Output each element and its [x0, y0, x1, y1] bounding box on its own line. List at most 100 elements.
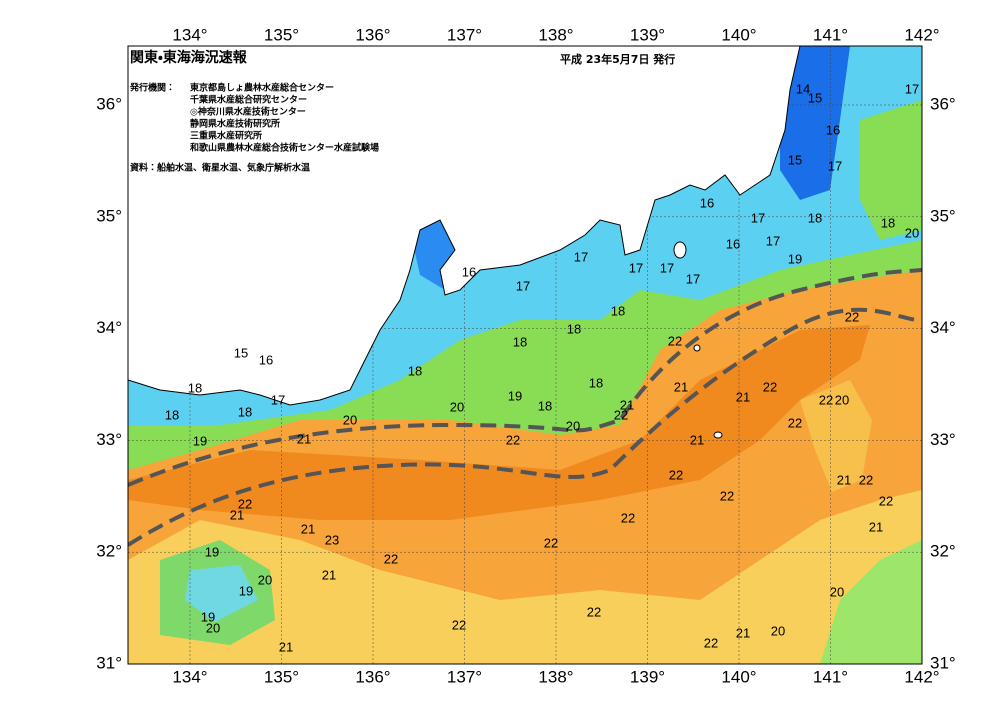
temperature-label: 21 [279, 639, 293, 654]
lat-label: 34° [96, 318, 122, 337]
temperature-label: 20 [566, 418, 580, 433]
temperature-label: 22 [859, 472, 873, 487]
island [693, 344, 701, 352]
temperature-label: 21 [674, 379, 688, 394]
temperature-label: 22 [238, 496, 252, 511]
temperature-label: 22 [544, 535, 558, 550]
eddy [800, 380, 872, 492]
temperature-label: 22 [587, 604, 601, 619]
temperature-label: 21 [297, 431, 311, 446]
temperature-label: 20 [830, 584, 844, 599]
temperature-label: 15 [788, 152, 802, 167]
temperature-label: 22 [452, 617, 466, 632]
issuer: 東京都島しょ農林水産総合センター [190, 82, 334, 94]
temperature-label: 18 [567, 321, 581, 336]
lat-label: 32° [96, 542, 122, 561]
temperature-label: 20 [343, 412, 357, 427]
current-axis [128, 268, 922, 487]
temperature-label: 17 [686, 271, 700, 286]
lon-label: 139° [630, 25, 665, 44]
lat-label: 36° [96, 94, 122, 113]
temperature-label: 20 [258, 572, 272, 587]
cold-eddy-core [185, 565, 258, 622]
lon-label: 137° [447, 25, 482, 44]
lon-label: 135° [264, 25, 299, 44]
lat-label: 32° [930, 542, 956, 561]
temperature-label: 20 [771, 623, 785, 638]
temperature-label: 21 [301, 521, 315, 536]
issuer: 和歌山県農林水産総合技術センター水産試験場 [189, 142, 379, 154]
temperature-label: 22 [614, 407, 628, 422]
temperature-label: 20 [835, 392, 849, 407]
lon-label: 136° [355, 667, 390, 686]
lon-label: 141° [813, 25, 848, 44]
lat-label: 35° [930, 206, 956, 225]
lon-label: 142° [904, 25, 939, 44]
temperature-label: 22 [788, 415, 802, 430]
temperature-label: 18 [165, 407, 179, 422]
lon-label: 142° [904, 667, 939, 686]
temperature-label: 22 [720, 488, 734, 503]
temperature-label: 17 [574, 249, 588, 264]
source: 資料：船舶水温、衛星水温、気象庁解析水温 [130, 162, 310, 174]
lat-label: 33° [96, 430, 122, 449]
warm-core [128, 325, 870, 520]
lon-label: 134° [172, 25, 207, 44]
temperature-label: 19 [193, 433, 207, 448]
temperature-label: 19 [239, 583, 253, 598]
map-area [128, 46, 922, 664]
temperature-label: 17 [905, 81, 919, 96]
date: 平成 23年5月7日 発行 [560, 52, 675, 66]
temperature-label: 17 [766, 233, 780, 248]
temperature-label: 19 [508, 388, 522, 403]
temperature-label: 14 [796, 81, 810, 96]
current-axis [128, 307, 922, 547]
issuer-label: 発行機関： [129, 82, 175, 94]
issuer: 千葉県水産総合研究センター [190, 94, 307, 106]
lat-label: 35° [96, 206, 122, 225]
temperature-label: 18 [881, 215, 895, 230]
temperature-label: 16 [259, 352, 273, 367]
temperature-label: 21 [869, 519, 883, 534]
temperature-label: 18 [611, 303, 625, 318]
temperature-label: 18 [238, 404, 252, 419]
temperature-label: 17 [751, 210, 765, 225]
lon-label: 138° [538, 667, 573, 686]
temperature-label: 22 [621, 510, 635, 525]
lon-label: 141° [813, 667, 848, 686]
frame [127, 45, 923, 665]
temperature-label: 21 [690, 432, 704, 447]
lon-label: 135° [264, 667, 299, 686]
temperature-label: 21 [230, 507, 244, 522]
temperature-label: 23 [325, 532, 339, 547]
temperature-label: 22 [879, 493, 893, 508]
temperature-label: 18 [408, 363, 422, 378]
temperature-label: 21 [736, 389, 750, 404]
temperature-label: 22 [668, 333, 682, 348]
lat-label: 33° [930, 430, 956, 449]
temperature-label: 17 [828, 158, 842, 173]
temperature-label: 15 [234, 345, 248, 360]
temperature-label: 19 [201, 609, 215, 624]
temperature-label: 21 [736, 625, 750, 640]
warm-zone [128, 490, 922, 664]
title: 関東・東海海況速報 [130, 49, 248, 66]
lat-label: 31° [930, 653, 956, 672]
lon-label: 134° [172, 667, 207, 686]
temperature-label: 19 [788, 251, 802, 266]
temperature-label: 21 [620, 397, 634, 412]
temperature-label: 19 [205, 544, 219, 559]
temperature-label: 17 [271, 392, 285, 407]
temperature-label: 22 [506, 432, 520, 447]
temperature-label: 22 [384, 551, 398, 566]
temperature-label: 22 [669, 467, 683, 482]
island [713, 431, 723, 439]
issuer: 三重県水産研究所 [190, 130, 262, 142]
issuer: 静岡県水産技術研究所 [190, 118, 280, 130]
temperature-label: 22 [704, 635, 718, 650]
temperature-label: 17 [660, 260, 674, 275]
lat-label: 36° [930, 94, 956, 113]
issuer: ◎神奈川県水産技術センター [190, 106, 306, 118]
temperature-label: 21 [322, 567, 336, 582]
